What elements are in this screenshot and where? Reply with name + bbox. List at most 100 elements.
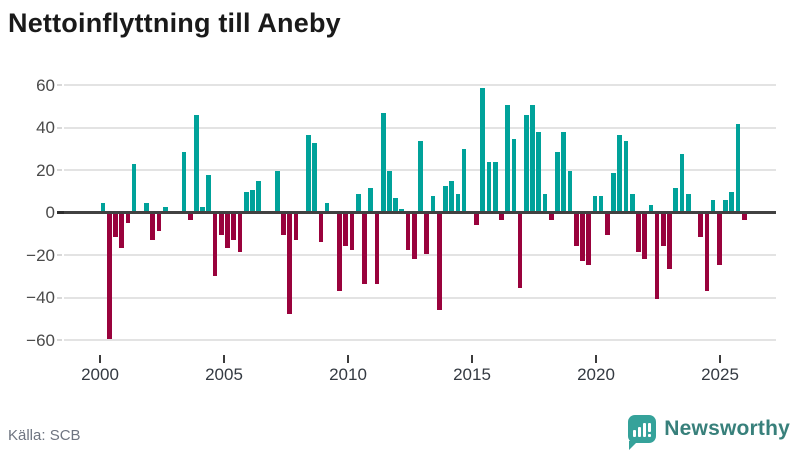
negative-bar bbox=[119, 214, 124, 248]
x-axis-tick-label: 2020 bbox=[577, 365, 615, 384]
positive-bar bbox=[729, 191, 735, 211]
positive-bar bbox=[306, 134, 311, 211]
newsworthy-logo: Newsworthy bbox=[628, 412, 790, 450]
negative-bar bbox=[424, 214, 430, 255]
gridline bbox=[64, 339, 776, 341]
negative-bar bbox=[660, 214, 666, 246]
positive-bar bbox=[567, 170, 573, 211]
negative-bar bbox=[698, 214, 704, 238]
y-axis-tick bbox=[57, 339, 62, 341]
positive-bar bbox=[355, 194, 361, 211]
positive-bar bbox=[206, 174, 212, 211]
y-axis-tick-label: 20 bbox=[36, 160, 55, 180]
negative-bar bbox=[362, 214, 367, 285]
negative-bar bbox=[218, 214, 224, 236]
negative-bar bbox=[741, 214, 747, 221]
positive-bar bbox=[443, 185, 448, 211]
negative-bar bbox=[225, 214, 230, 248]
x-axis-tick bbox=[99, 355, 101, 363]
negative-bar bbox=[654, 214, 660, 299]
negative-bar bbox=[237, 214, 243, 253]
x-axis-tick bbox=[471, 355, 473, 363]
gridline bbox=[64, 84, 776, 86]
negative-bar bbox=[212, 214, 218, 276]
negative-bar bbox=[604, 214, 610, 236]
negative-bar bbox=[517, 214, 523, 289]
y-axis-tick bbox=[57, 84, 62, 86]
positive-bar bbox=[561, 132, 567, 211]
logo-exclamation-icon bbox=[648, 423, 652, 432]
logo-exclamation-dot-icon bbox=[648, 434, 652, 437]
positive-bar bbox=[536, 132, 542, 211]
negative-bar bbox=[343, 214, 349, 246]
positive-bar bbox=[181, 151, 187, 211]
positive-bar bbox=[486, 162, 492, 211]
positive-bar bbox=[617, 134, 623, 211]
positive-bar bbox=[492, 162, 498, 211]
y-axis-tick-label: −60 bbox=[26, 330, 55, 350]
positive-bar bbox=[144, 202, 149, 211]
y-axis-tick-label: 0 bbox=[45, 203, 55, 222]
negative-bar bbox=[293, 214, 299, 240]
positive-bar bbox=[542, 194, 548, 211]
positive-bar bbox=[524, 115, 529, 211]
y-axis-tick bbox=[57, 296, 62, 299]
zero-axis-line bbox=[64, 211, 776, 214]
positive-bar bbox=[598, 196, 604, 211]
newsworthy-logo-icon bbox=[628, 415, 657, 450]
y-axis-tick bbox=[57, 254, 62, 256]
positive-bar bbox=[685, 194, 691, 211]
positive-bar bbox=[623, 140, 629, 211]
y-axis-tick-label: 60 bbox=[36, 75, 55, 95]
negative-bar bbox=[436, 214, 442, 310]
negative-bar bbox=[636, 214, 641, 253]
positive-bar bbox=[368, 187, 374, 211]
x-axis-tick bbox=[347, 355, 349, 363]
positive-bar bbox=[312, 143, 318, 211]
positive-bar bbox=[324, 202, 330, 211]
negative-bar bbox=[667, 214, 672, 270]
negative-bar bbox=[125, 214, 131, 223]
x-axis-tick bbox=[223, 355, 225, 363]
positive-bar bbox=[710, 200, 716, 211]
positive-bar bbox=[461, 149, 467, 211]
negative-bar bbox=[349, 214, 355, 251]
negative-bar bbox=[318, 214, 324, 242]
negative-bar bbox=[113, 214, 118, 238]
positive-bar bbox=[648, 204, 654, 211]
positive-bar bbox=[455, 194, 461, 211]
negative-bar bbox=[548, 214, 554, 221]
positive-bar bbox=[200, 206, 205, 211]
positive-bar bbox=[611, 172, 616, 211]
positive-bar bbox=[162, 206, 168, 211]
positive-bar bbox=[399, 208, 405, 211]
positive-bar bbox=[256, 181, 261, 211]
negative-bar bbox=[337, 214, 342, 291]
source-note: Källa: SCB bbox=[8, 427, 81, 444]
positive-bar bbox=[673, 187, 679, 211]
x-axis-tick bbox=[719, 355, 721, 363]
y-axis-tick bbox=[57, 126, 62, 129]
positive-bar bbox=[723, 200, 728, 211]
positive-bar bbox=[393, 198, 398, 211]
negative-bar bbox=[717, 214, 722, 265]
positive-bar bbox=[735, 123, 741, 211]
negative-bar bbox=[287, 214, 293, 314]
positive-bar bbox=[555, 151, 560, 211]
gridline bbox=[64, 296, 776, 299]
x-axis-tick-label: 2025 bbox=[701, 365, 739, 384]
gridline bbox=[64, 254, 776, 256]
positive-bar bbox=[387, 170, 392, 211]
negative-bar bbox=[411, 214, 417, 259]
positive-bar bbox=[131, 164, 137, 211]
positive-bar bbox=[592, 196, 598, 211]
negative-bar bbox=[586, 214, 591, 265]
y-axis-tick bbox=[57, 211, 64, 214]
negative-bar bbox=[580, 214, 585, 261]
negative-bar bbox=[106, 214, 112, 340]
negative-bar bbox=[704, 214, 710, 291]
logo-bar-icon bbox=[638, 427, 642, 437]
negative-bar bbox=[374, 214, 380, 285]
x-axis-tick bbox=[595, 355, 597, 363]
